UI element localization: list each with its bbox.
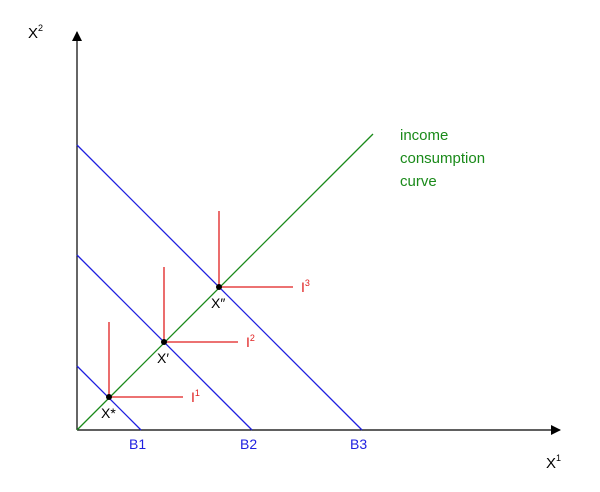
indifference-curve-i3 — [218, 211, 293, 288]
point-label-x-double-prime: X″ — [211, 295, 225, 311]
optimal-point-x-double-prime — [216, 284, 222, 290]
point-label-x-star: X* — [101, 405, 116, 421]
indifference-curve-i2 — [163, 267, 238, 343]
budget-label-b2: B2 — [240, 436, 257, 452]
optimal-point-x-star — [106, 394, 112, 400]
icc-label: income consumption curve — [400, 127, 489, 190]
point-label-x-prime: X′ — [157, 350, 169, 366]
income-consumption-curve — [76, 133, 374, 431]
indifference-label-i3: I3 — [301, 278, 310, 295]
y-axis-label: X2 — [28, 23, 43, 42]
budget-label-b3: B3 — [350, 436, 367, 452]
indifference-label-i1: I1 — [191, 388, 200, 405]
indifference-label-i2: I2 — [246, 333, 255, 350]
x-axis-label: X1 — [546, 453, 561, 472]
optimal-point-x-prime — [161, 339, 167, 345]
budget-label-b1: B1 — [129, 436, 146, 452]
indifference-curve-i1 — [108, 322, 183, 398]
